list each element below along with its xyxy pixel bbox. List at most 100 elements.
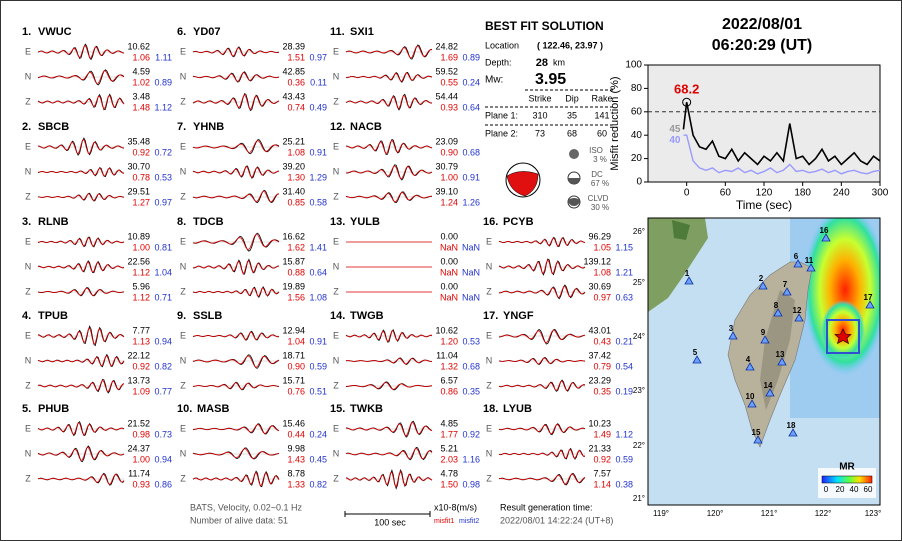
misfit2: 0.64 — [309, 267, 327, 277]
y-tick-label: 40 — [631, 130, 643, 141]
station-index: 6. — [177, 26, 186, 38]
colorbar-tick: 20 — [836, 485, 845, 494]
component-label: Z — [180, 473, 186, 483]
station-number: 15 — [752, 428, 761, 437]
amplitude: 30.79 — [435, 161, 458, 171]
amplitude: 25.21 — [282, 136, 305, 146]
station-marker — [753, 435, 763, 444]
amplitude: 39.10 — [435, 186, 458, 196]
component-label: E — [25, 423, 31, 433]
misfit1: 0.97 — [593, 292, 611, 302]
annotation: 40 — [669, 135, 681, 146]
synthetic-waveform — [192, 233, 280, 250]
synthetic-waveform — [498, 473, 586, 485]
station-number: 5 — [693, 348, 698, 357]
misfit2: 0.73 — [154, 429, 172, 439]
station-index: 17. — [483, 310, 498, 322]
synthetic-waveform — [37, 236, 125, 247]
component-label: Z — [25, 380, 31, 390]
synthetic-waveform — [345, 447, 433, 460]
synthetic-waveform — [37, 355, 125, 367]
station-marker — [773, 308, 783, 317]
misfit2: 0.24 — [462, 77, 480, 87]
misfit2: 0.94 — [154, 454, 172, 464]
station-index: 8. — [177, 216, 186, 228]
misfit2: 0.45 — [309, 454, 327, 464]
synthetic-waveform — [345, 330, 433, 343]
synthetic-waveform — [498, 258, 586, 274]
y-tick-label: 80 — [631, 83, 643, 94]
station-number: 16 — [820, 226, 829, 235]
amplitude: 18.71 — [282, 350, 305, 360]
misfit1: 1.30 — [287, 172, 305, 182]
station-name: YULB — [350, 216, 380, 228]
synthetic-waveform — [37, 287, 125, 296]
misfit1: 0.88 — [287, 267, 305, 277]
amplitude: 15.46 — [282, 418, 305, 428]
component-label: N — [486, 355, 493, 365]
station-number: 3 — [729, 324, 734, 333]
amplitude: 24.82 — [435, 41, 458, 51]
misfit2: 0.77 — [154, 386, 172, 396]
synthetic-waveform — [192, 190, 280, 203]
component-label: E — [25, 236, 31, 246]
component-label: N — [180, 261, 187, 271]
component-label: E — [486, 236, 492, 246]
misfit2: 0.89 — [154, 77, 172, 87]
station-number: 11 — [805, 256, 814, 265]
component-label: Z — [486, 473, 492, 483]
misfit1: 0.85 — [287, 197, 305, 207]
component-label: N — [180, 448, 187, 458]
misfit1: 1.13 — [132, 336, 150, 346]
station-name: TWGB — [350, 310, 384, 322]
misfit2: 0.68 — [462, 147, 480, 157]
misfit1: 1.12 — [132, 292, 150, 302]
gen-label: Result generation time: — [500, 502, 593, 512]
station-marker — [777, 357, 787, 366]
x-tick-label: 240 — [833, 188, 850, 199]
synthetic-waveform — [345, 191, 433, 203]
map-frame — [647, 217, 881, 506]
station-number: 14 — [764, 381, 773, 390]
misfit1: 0.92 — [132, 147, 150, 157]
plane-value: 60 — [597, 128, 607, 138]
station-name: SSLB — [193, 310, 222, 322]
synthetic-waveform — [192, 140, 280, 153]
station-number: 8 — [774, 301, 779, 310]
synthetic-waveform — [192, 93, 280, 111]
component-label: E — [333, 330, 339, 340]
y-tick-label: 100 — [625, 60, 642, 71]
annotation: 45 — [669, 124, 681, 135]
misfit2: 0.54 — [615, 361, 633, 371]
component-label: N — [25, 261, 32, 271]
misfit1: 0.93 — [440, 102, 458, 112]
component-label: E — [333, 236, 339, 246]
solution-title: BEST FIT SOLUTION — [485, 19, 604, 33]
component-label: E — [486, 423, 492, 433]
amplitude: 6.57 — [440, 375, 458, 385]
synthetic-waveform — [192, 166, 280, 179]
scale-label: 100 sec — [374, 517, 406, 527]
station-index: 9. — [177, 310, 186, 322]
synthetic-waveform — [345, 421, 433, 437]
component-label: Z — [25, 473, 31, 483]
synthetic-waveform — [37, 139, 124, 155]
synthetic-waveform — [37, 422, 125, 436]
best-marker — [682, 97, 692, 107]
station-index: 5. — [22, 403, 31, 415]
misfit2-legend: misfit2 — [459, 518, 479, 525]
amplitude: 0.00 — [440, 256, 458, 266]
misfit2: 0.53 — [462, 336, 480, 346]
amplitude: 35.48 — [127, 136, 150, 146]
component-label: E — [180, 423, 186, 433]
synthetic-waveform — [37, 261, 125, 273]
misfit2: 0.91 — [309, 147, 327, 157]
station-marker — [692, 355, 702, 364]
misfit2: 0.51 — [309, 386, 327, 396]
misfit2: 0.94 — [154, 336, 172, 346]
col-header: Dip — [565, 93, 579, 103]
station-name: PCYB — [503, 216, 534, 228]
misfit1: 1.08 — [593, 267, 611, 277]
misfit1: 1.69 — [440, 52, 458, 62]
colorbar-title: MR — [839, 462, 855, 473]
